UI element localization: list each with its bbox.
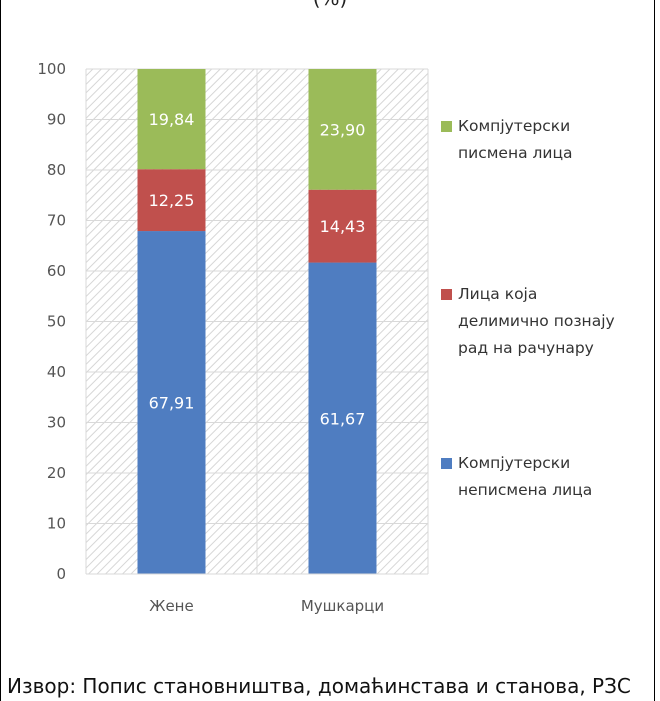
- legend-label: рад на рачунару: [458, 339, 594, 357]
- legend-label: Компјутерски: [458, 454, 570, 472]
- legend-label: Лица која: [458, 285, 537, 303]
- x-axis: Жене Мушкарци: [86, 573, 428, 615]
- source-note: Извор: Попис становништва, домаћинстава …: [7, 674, 631, 698]
- legend-swatch: [441, 458, 452, 469]
- legend-swatch: [441, 289, 452, 300]
- bar-segment: [308, 262, 377, 574]
- bar-segment: [137, 169, 206, 232]
- data-label: 14,43: [320, 217, 366, 236]
- y-tick-label: 10: [47, 515, 66, 533]
- y-tick-label: 20: [47, 464, 66, 482]
- data-label: 19,84: [149, 110, 195, 129]
- bar-segment: [308, 189, 377, 263]
- x-tick-label: Мушкарци: [301, 597, 384, 615]
- bar-segment: [137, 231, 206, 574]
- y-tick-label: 90: [47, 111, 66, 129]
- legend-label: Компјутерски: [458, 117, 570, 135]
- y-tick-label: 100: [37, 60, 66, 78]
- data-label: 23,90: [320, 120, 366, 139]
- y-tick-label: 50: [47, 313, 66, 331]
- data-label: 67,91: [149, 394, 195, 413]
- y-axis: 0 10 20 30 40 50 60 70 80 90 100: [37, 60, 66, 583]
- legend-label: делимично познају: [458, 312, 615, 330]
- bar-segment: [137, 69, 206, 170]
- plot-area: [85, 68, 429, 575]
- data-label: 61,67: [320, 409, 366, 428]
- legend-swatch: [441, 121, 452, 132]
- legend: Компјутерски писмена лица Лица која делимич…: [441, 117, 615, 499]
- y-tick-label: 40: [47, 363, 66, 381]
- bars: 67,91 12,25 19,84 61,67 14,43 23,90: [137, 69, 377, 574]
- y-tick-label: 60: [47, 262, 66, 280]
- bar-segment: [308, 69, 377, 190]
- legend-label: писмена лица: [458, 144, 573, 162]
- y-tick-label: 70: [47, 212, 66, 230]
- x-tick-label: Жене: [149, 597, 193, 615]
- data-label: 12,25: [149, 191, 195, 210]
- y-tick-label: 30: [47, 414, 66, 432]
- y-tick-label: 80: [47, 161, 66, 179]
- chart-title-fragment: (%): [0, 0, 660, 10]
- y-tick-label: 0: [56, 565, 66, 583]
- legend-label: неписмена лица: [458, 481, 592, 499]
